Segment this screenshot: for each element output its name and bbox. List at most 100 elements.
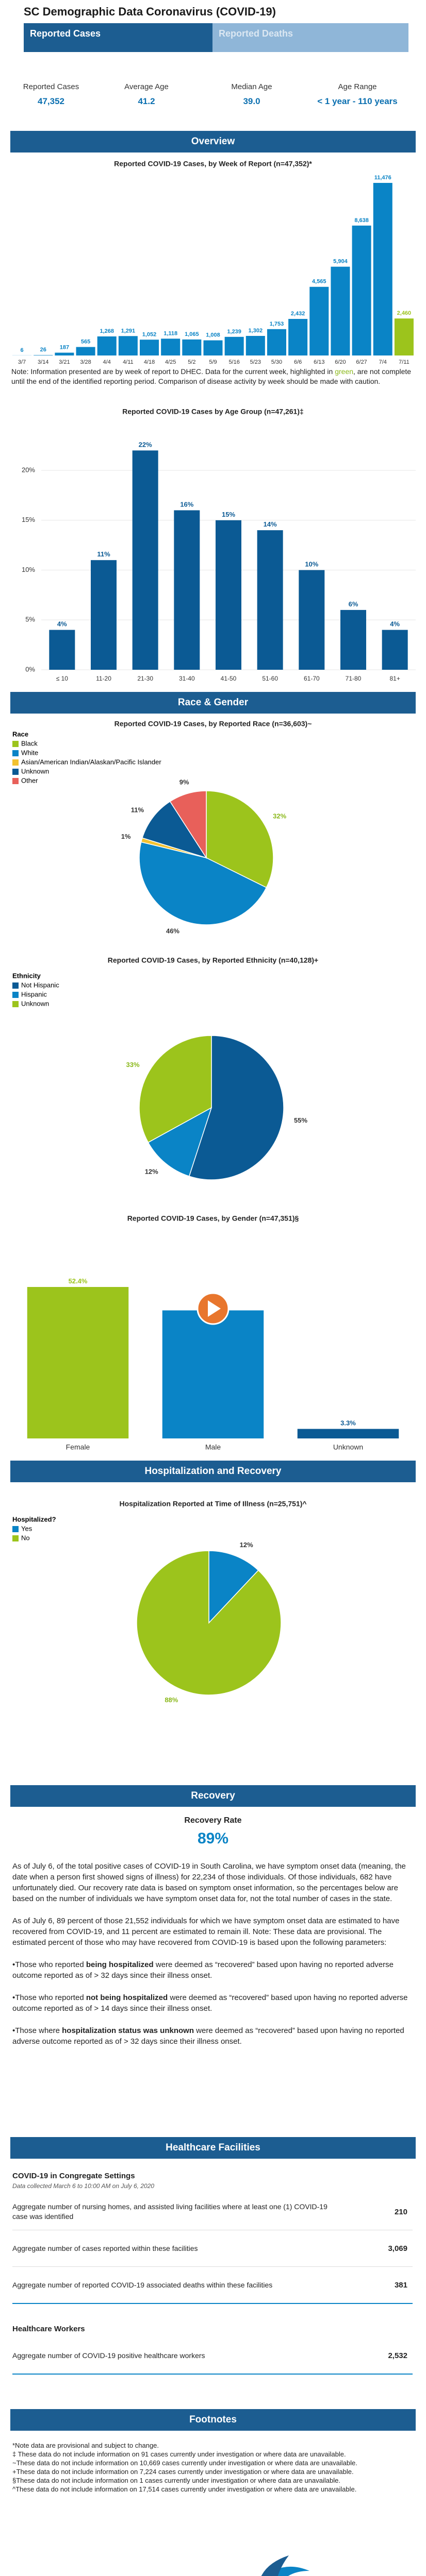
value-label: 2,460 [397, 310, 412, 316]
bar[interactable] [97, 336, 117, 355]
x-tick-label: 4/11 [123, 359, 134, 365]
bar[interactable] [257, 530, 283, 670]
chart-title: Reported COVID-19 Cases, by Reported Rac… [114, 720, 312, 728]
bar[interactable] [174, 510, 200, 670]
chart-title: Reported COVID-19 Cases, by Gender (n=47… [127, 1214, 299, 1223]
value-label: 52.4% [69, 1277, 88, 1285]
row-label: Aggregate number of COVID-19 positive he… [12, 2351, 205, 2360]
chart: Reported COVID-19 Cases, by Gender (n=47… [27, 1214, 399, 1451]
bar[interactable] [90, 560, 117, 670]
bar[interactable] [382, 630, 408, 670]
pie-slice[interactable] [169, 790, 207, 859]
row-value: 2,532 [388, 2351, 407, 2360]
footnote: ^These data do not include information o… [12, 2485, 357, 2493]
pie-slice[interactable] [148, 1107, 212, 1177]
row-value: 3,069 [388, 2244, 407, 2253]
tab-active[interactable]: Reported Cases [24, 23, 212, 52]
x-tick-label: 4/25 [165, 359, 176, 365]
value-label: 1,268 [100, 328, 114, 334]
bar[interactable] [373, 183, 392, 355]
value-label: 6 [21, 347, 24, 353]
note-text: , are not complete until the end of the … [11, 367, 412, 385]
legend-title: Hospitalized? [12, 1515, 56, 1523]
value-label: 1,302 [249, 328, 263, 334]
x-tick-label: 7/11 [399, 359, 409, 365]
footnote: ~These data do not include information o… [12, 2459, 357, 2467]
value-label: 1,065 [185, 331, 199, 337]
x-tick-label: 61-70 [304, 675, 320, 682]
x-tick-label: 41-50 [221, 675, 237, 682]
bar[interactable] [182, 339, 202, 355]
facilities-row: Aggregate number of COVID-19 positive he… [12, 2337, 413, 2374]
y-tick-label: 20% [22, 466, 35, 473]
value-label: 3.3% [340, 1419, 356, 1427]
bar[interactable] [309, 286, 329, 355]
x-tick-label: ≤ 10 [56, 675, 69, 682]
bar[interactable] [299, 570, 325, 670]
x-tick-label: 4/4 [103, 359, 111, 365]
x-tick-label: 6/27 [356, 359, 367, 365]
x-tick-label: 5/9 [209, 359, 217, 365]
facilities-row: Aggregate number of cases reported withi… [12, 2230, 413, 2267]
pie-slice[interactable] [141, 801, 207, 859]
pie-slice[interactable] [188, 1035, 284, 1180]
legend-label: Black [21, 739, 38, 747]
bar[interactable] [161, 338, 181, 355]
pie-slice[interactable] [136, 1550, 282, 1696]
bar[interactable] [340, 609, 367, 670]
tab[interactable]: Reported Deaths [219, 28, 293, 39]
footnotes: *Note data are provisional and subject t… [12, 2441, 413, 2494]
value-label: 26 [40, 347, 46, 353]
chart-title: Reported COVID-19 Cases by Age Group (n=… [122, 408, 304, 416]
value-label: 11% [131, 806, 144, 814]
x-tick-label: 51-60 [262, 675, 278, 682]
facilities-table: Aggregate number of nursing homes, and a… [12, 2194, 413, 2304]
x-tick-label: 5/16 [228, 359, 239, 365]
stat-label: Median Age [231, 82, 272, 91]
bar[interactable] [162, 1310, 264, 1438]
pie-slice[interactable] [208, 1550, 259, 1624]
facilities-row: Aggregate number of nursing homes, and a… [12, 2194, 413, 2230]
bar[interactable] [76, 347, 95, 355]
bullet-text: were deemed as “recovered” based upon ha… [12, 1960, 394, 1980]
bar[interactable] [55, 352, 74, 355]
legend-swatch [12, 750, 19, 756]
value-label: 16% [180, 500, 193, 508]
logo: dhec [261, 2555, 309, 2576]
value-label: 8,638 [354, 217, 369, 224]
stat-label: Age Range [338, 82, 377, 91]
bar[interactable] [49, 630, 75, 670]
bar[interactable] [203, 340, 223, 355]
bar[interactable] [352, 225, 371, 355]
pie-slice[interactable] [139, 1035, 212, 1143]
stat-value: 47,352 [38, 96, 64, 106]
recovery-rate-title: Recovery Rate [184, 1816, 242, 1825]
bar[interactable] [27, 1287, 129, 1438]
pie-slice[interactable] [139, 841, 267, 925]
y-tick-label: 10% [22, 566, 35, 573]
bar[interactable] [215, 520, 242, 670]
bar[interactable] [267, 329, 286, 355]
bar[interactable] [245, 335, 265, 355]
bar[interactable] [297, 1429, 399, 1438]
bar[interactable] [132, 450, 158, 670]
logo-leaf [261, 2555, 289, 2576]
paragraph: As of July 6, of the total positive case… [12, 1862, 406, 1903]
stat-value: 39.0 [243, 96, 260, 106]
stat: Median Age 39.0 [200, 82, 303, 107]
bar[interactable] [140, 340, 159, 355]
bar[interactable] [394, 318, 414, 355]
bullet-text: were deemed as “recovered” based upon ha… [12, 2026, 404, 2046]
bar[interactable] [331, 266, 350, 355]
pie-slice[interactable] [206, 790, 274, 888]
x-tick-label: Female [66, 1443, 90, 1451]
row-label: Aggregate number of reported COVID-19 as… [12, 2280, 273, 2289]
bar[interactable] [288, 319, 308, 355]
bar[interactable] [224, 336, 244, 355]
play-button[interactable] [196, 1292, 230, 1325]
stat-value: < 1 year - 110 years [317, 96, 398, 106]
stat: Age Range < 1 year - 110 years [306, 82, 409, 107]
bullet-emphasis: hospitalization status was unknown [62, 2026, 194, 2035]
legend-label: White [21, 749, 38, 756]
bar[interactable] [118, 336, 138, 355]
